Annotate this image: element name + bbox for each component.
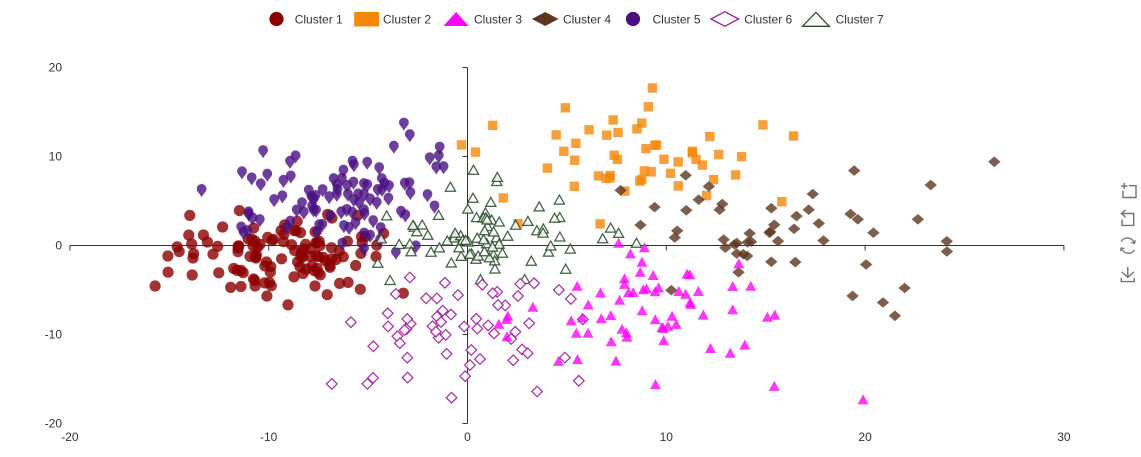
svg-text:-10: -10 bbox=[45, 328, 63, 342]
svg-text:Cluster 3: Cluster 3 bbox=[474, 12, 522, 26]
svg-text:0: 0 bbox=[55, 239, 62, 253]
svg-text:Cluster 4: Cluster 4 bbox=[563, 12, 611, 26]
svg-text:-20: -20 bbox=[45, 417, 63, 431]
svg-text:20: 20 bbox=[858, 430, 872, 444]
svg-text:20: 20 bbox=[49, 61, 63, 75]
svg-text:-20: -20 bbox=[61, 430, 79, 444]
svg-text:Cluster 2: Cluster 2 bbox=[383, 12, 431, 26]
svg-text:0: 0 bbox=[464, 430, 471, 444]
svg-text:Cluster 1: Cluster 1 bbox=[295, 12, 343, 26]
svg-text:Cluster 6: Cluster 6 bbox=[744, 12, 792, 26]
svg-text:10: 10 bbox=[660, 430, 674, 444]
svg-text:30: 30 bbox=[1057, 430, 1071, 444]
svg-text:10: 10 bbox=[49, 150, 63, 164]
svg-text:Cluster 7: Cluster 7 bbox=[836, 12, 884, 26]
svg-text:-10: -10 bbox=[260, 430, 278, 444]
svg-text:Cluster 5: Cluster 5 bbox=[653, 12, 701, 26]
